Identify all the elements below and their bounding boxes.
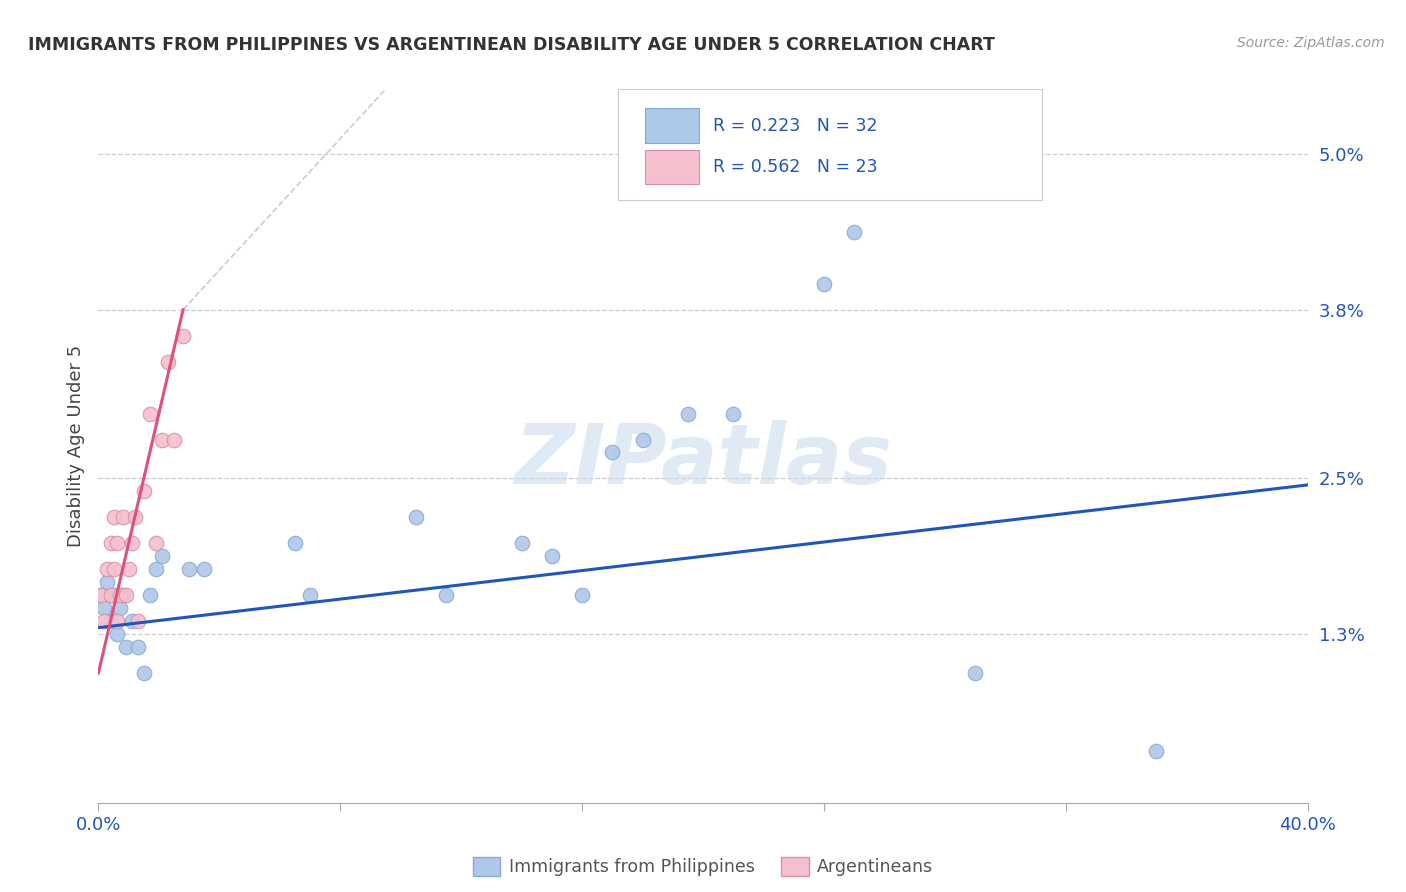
Y-axis label: Disability Age Under 5: Disability Age Under 5 <box>66 345 84 547</box>
Text: Source: ZipAtlas.com: Source: ZipAtlas.com <box>1237 36 1385 50</box>
Point <box>150 433 173 447</box>
Legend: Immigrants from Philippines, Argentineans: Immigrants from Philippines, Argentinean… <box>472 857 934 876</box>
Point <box>145 562 167 576</box>
Point <box>103 510 125 524</box>
Point <box>1144 744 1167 758</box>
Point <box>571 588 593 602</box>
Point <box>405 510 427 524</box>
Point <box>193 562 215 576</box>
Point <box>111 510 134 524</box>
Text: R = 0.562   N = 23: R = 0.562 N = 23 <box>713 158 877 176</box>
Text: R = 0.223   N = 32: R = 0.223 N = 32 <box>713 117 877 135</box>
Point <box>100 588 122 602</box>
Point <box>111 588 134 602</box>
Point <box>121 614 143 628</box>
Point <box>96 562 118 576</box>
Point <box>108 601 131 615</box>
Point <box>103 588 125 602</box>
Point <box>844 225 866 239</box>
Point <box>602 445 624 459</box>
Point <box>299 588 322 602</box>
Point <box>103 562 125 576</box>
Point <box>100 614 122 628</box>
Point <box>93 614 115 628</box>
Point <box>96 575 118 590</box>
Point <box>90 588 112 602</box>
FancyBboxPatch shape <box>645 109 699 143</box>
Point <box>132 484 155 499</box>
FancyBboxPatch shape <box>645 150 699 184</box>
Point <box>124 510 146 524</box>
Point <box>118 562 141 576</box>
Point <box>121 536 143 550</box>
Point <box>813 277 835 291</box>
Point <box>145 536 167 550</box>
Point <box>510 536 533 550</box>
Point <box>127 614 149 628</box>
Point <box>631 433 654 447</box>
Point <box>114 640 136 654</box>
Text: IMMIGRANTS FROM PHILIPPINES VS ARGENTINEAN DISABILITY AGE UNDER 5 CORRELATION CH: IMMIGRANTS FROM PHILIPPINES VS ARGENTINE… <box>28 36 995 54</box>
Point <box>676 407 699 421</box>
Point <box>108 588 131 602</box>
Point <box>434 588 457 602</box>
Point <box>965 666 987 681</box>
Point <box>284 536 307 550</box>
Point <box>93 601 115 615</box>
FancyBboxPatch shape <box>619 89 1042 200</box>
Point <box>723 407 745 421</box>
Point <box>540 549 562 564</box>
Point <box>139 588 162 602</box>
Text: ZIPatlas: ZIPatlas <box>515 420 891 500</box>
Point <box>139 407 162 421</box>
Point <box>114 588 136 602</box>
Point <box>127 640 149 654</box>
Point <box>105 627 128 641</box>
Point <box>100 536 122 550</box>
Point <box>156 354 179 368</box>
Point <box>163 433 186 447</box>
Point <box>105 536 128 550</box>
Point <box>132 666 155 681</box>
Point <box>105 614 128 628</box>
Point <box>150 549 173 564</box>
Point <box>172 328 194 343</box>
Point <box>90 588 112 602</box>
Point <box>179 562 201 576</box>
